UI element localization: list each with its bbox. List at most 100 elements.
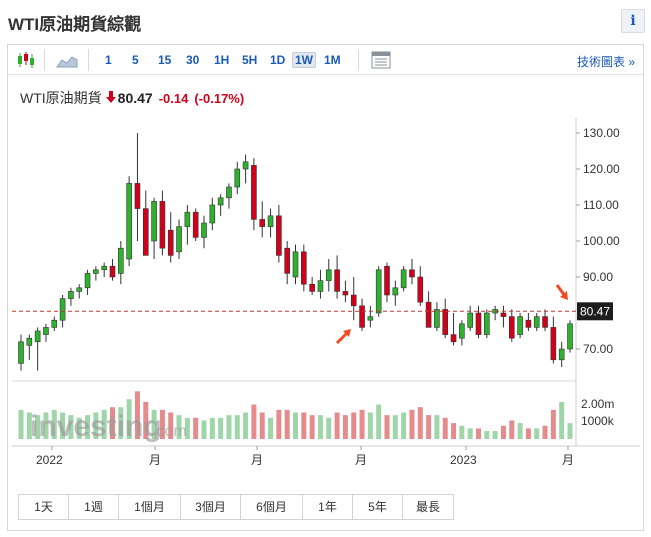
candle[interactable] bbox=[234, 161, 241, 195]
candle[interactable] bbox=[434, 302, 440, 331]
technical-chart-link[interactable]: 技術圖表 » bbox=[576, 55, 635, 69]
candle[interactable] bbox=[525, 313, 532, 331]
candlestick-icon[interactable] bbox=[16, 51, 36, 69]
candle[interactable] bbox=[301, 244, 307, 292]
candle[interactable] bbox=[43, 323, 49, 342]
candle[interactable] bbox=[34, 327, 41, 371]
candle[interactable] bbox=[450, 313, 457, 346]
candle[interactable] bbox=[18, 334, 24, 371]
candle[interactable] bbox=[68, 287, 74, 306]
range-max-button[interactable]: 最長 bbox=[403, 495, 453, 519]
candle[interactable] bbox=[51, 316, 58, 331]
candle[interactable] bbox=[93, 266, 99, 281]
candle[interactable] bbox=[317, 269, 324, 299]
period-1h[interactable]: 1H bbox=[214, 53, 230, 67]
candle[interactable] bbox=[392, 280, 399, 306]
candle[interactable] bbox=[284, 241, 290, 285]
period-1w[interactable]: 1W bbox=[292, 52, 316, 68]
candle[interactable] bbox=[342, 280, 349, 303]
candle[interactable] bbox=[242, 154, 249, 184]
period-5h[interactable]: 5H bbox=[242, 53, 258, 67]
period-5[interactable]: 5 bbox=[132, 53, 139, 67]
time-tick-label: 月 bbox=[355, 453, 367, 467]
candle[interactable] bbox=[309, 277, 315, 295]
candle[interactable] bbox=[567, 320, 573, 353]
period-1m[interactable]: 1M bbox=[324, 53, 341, 67]
candle[interactable] bbox=[267, 208, 274, 238]
volume-bar bbox=[559, 401, 565, 439]
candle[interactable] bbox=[176, 219, 182, 259]
volume-bar bbox=[68, 415, 74, 439]
area-chart-icon[interactable] bbox=[56, 51, 78, 69]
candle[interactable] bbox=[226, 183, 232, 209]
volume-bar bbox=[176, 415, 182, 439]
candle[interactable] bbox=[118, 241, 124, 285]
candle[interactable] bbox=[142, 190, 149, 256]
candle[interactable] bbox=[334, 255, 340, 299]
candle[interactable] bbox=[367, 305, 374, 328]
volume-bar bbox=[234, 415, 240, 439]
range-1d-button[interactable]: 1天 bbox=[19, 495, 69, 519]
candle[interactable] bbox=[151, 197, 157, 259]
candle[interactable] bbox=[350, 277, 357, 321]
candle[interactable] bbox=[550, 316, 557, 364]
candle[interactable] bbox=[209, 197, 216, 231]
candle[interactable] bbox=[542, 309, 548, 331]
candle[interactable] bbox=[259, 201, 266, 238]
volume-bar bbox=[525, 428, 531, 439]
current-price-label: 80.47 bbox=[580, 304, 610, 318]
range-3m-button[interactable]: 3個月 bbox=[181, 495, 241, 519]
candle[interactable] bbox=[359, 298, 365, 331]
candle[interactable] bbox=[126, 176, 132, 267]
candle[interactable] bbox=[533, 313, 540, 331]
candle[interactable] bbox=[417, 266, 424, 306]
period-1d[interactable]: 1D bbox=[270, 53, 286, 67]
candle[interactable] bbox=[167, 212, 174, 263]
candle[interactable] bbox=[201, 215, 207, 249]
info-button[interactable]: i bbox=[621, 9, 645, 33]
range-6m-button[interactable]: 6個月 bbox=[241, 495, 303, 519]
candle[interactable] bbox=[251, 158, 257, 231]
candle[interactable] bbox=[76, 284, 83, 299]
candle[interactable] bbox=[508, 309, 515, 342]
candle[interactable] bbox=[400, 266, 407, 292]
candle[interactable] bbox=[442, 298, 449, 339]
candle[interactable] bbox=[101, 262, 107, 277]
candle[interactable] bbox=[409, 259, 415, 285]
period-1[interactable]: 1 bbox=[105, 53, 112, 67]
volume-bar bbox=[492, 431, 498, 439]
volume-bar bbox=[18, 409, 24, 439]
candle[interactable] bbox=[517, 313, 523, 339]
candle[interactable] bbox=[484, 309, 490, 339]
candle[interactable] bbox=[425, 291, 432, 328]
candle[interactable] bbox=[292, 244, 299, 285]
candle[interactable] bbox=[325, 259, 332, 292]
candle[interactable] bbox=[26, 334, 33, 360]
candle[interactable] bbox=[459, 320, 465, 346]
candle[interactable] bbox=[375, 266, 382, 317]
candle[interactable] bbox=[84, 269, 91, 295]
volume-bar bbox=[334, 412, 340, 439]
candle[interactable] bbox=[192, 208, 199, 241]
candle[interactable] bbox=[558, 341, 565, 367]
range-1m-button[interactable]: 1個月 bbox=[119, 495, 181, 519]
range-5y-button[interactable]: 5年 bbox=[353, 495, 403, 519]
candle[interactable] bbox=[475, 305, 482, 339]
table-view-icon[interactable] bbox=[371, 51, 391, 69]
candle[interactable] bbox=[184, 205, 191, 245]
candle[interactable] bbox=[276, 205, 282, 263]
candle[interactable] bbox=[500, 305, 507, 328]
candle[interactable] bbox=[159, 190, 166, 256]
candle[interactable] bbox=[217, 194, 224, 216]
range-1y-button[interactable]: 1年 bbox=[303, 495, 353, 519]
period-30[interactable]: 30 bbox=[186, 53, 200, 67]
volume-bar bbox=[293, 412, 298, 439]
volume-bar bbox=[218, 417, 224, 439]
period-15[interactable]: 15 bbox=[158, 53, 172, 67]
candle[interactable] bbox=[384, 262, 390, 303]
candle[interactable] bbox=[109, 259, 116, 281]
candle[interactable] bbox=[134, 133, 141, 241]
range-1w-button[interactable]: 1週 bbox=[69, 495, 119, 519]
candle[interactable] bbox=[467, 305, 473, 331]
